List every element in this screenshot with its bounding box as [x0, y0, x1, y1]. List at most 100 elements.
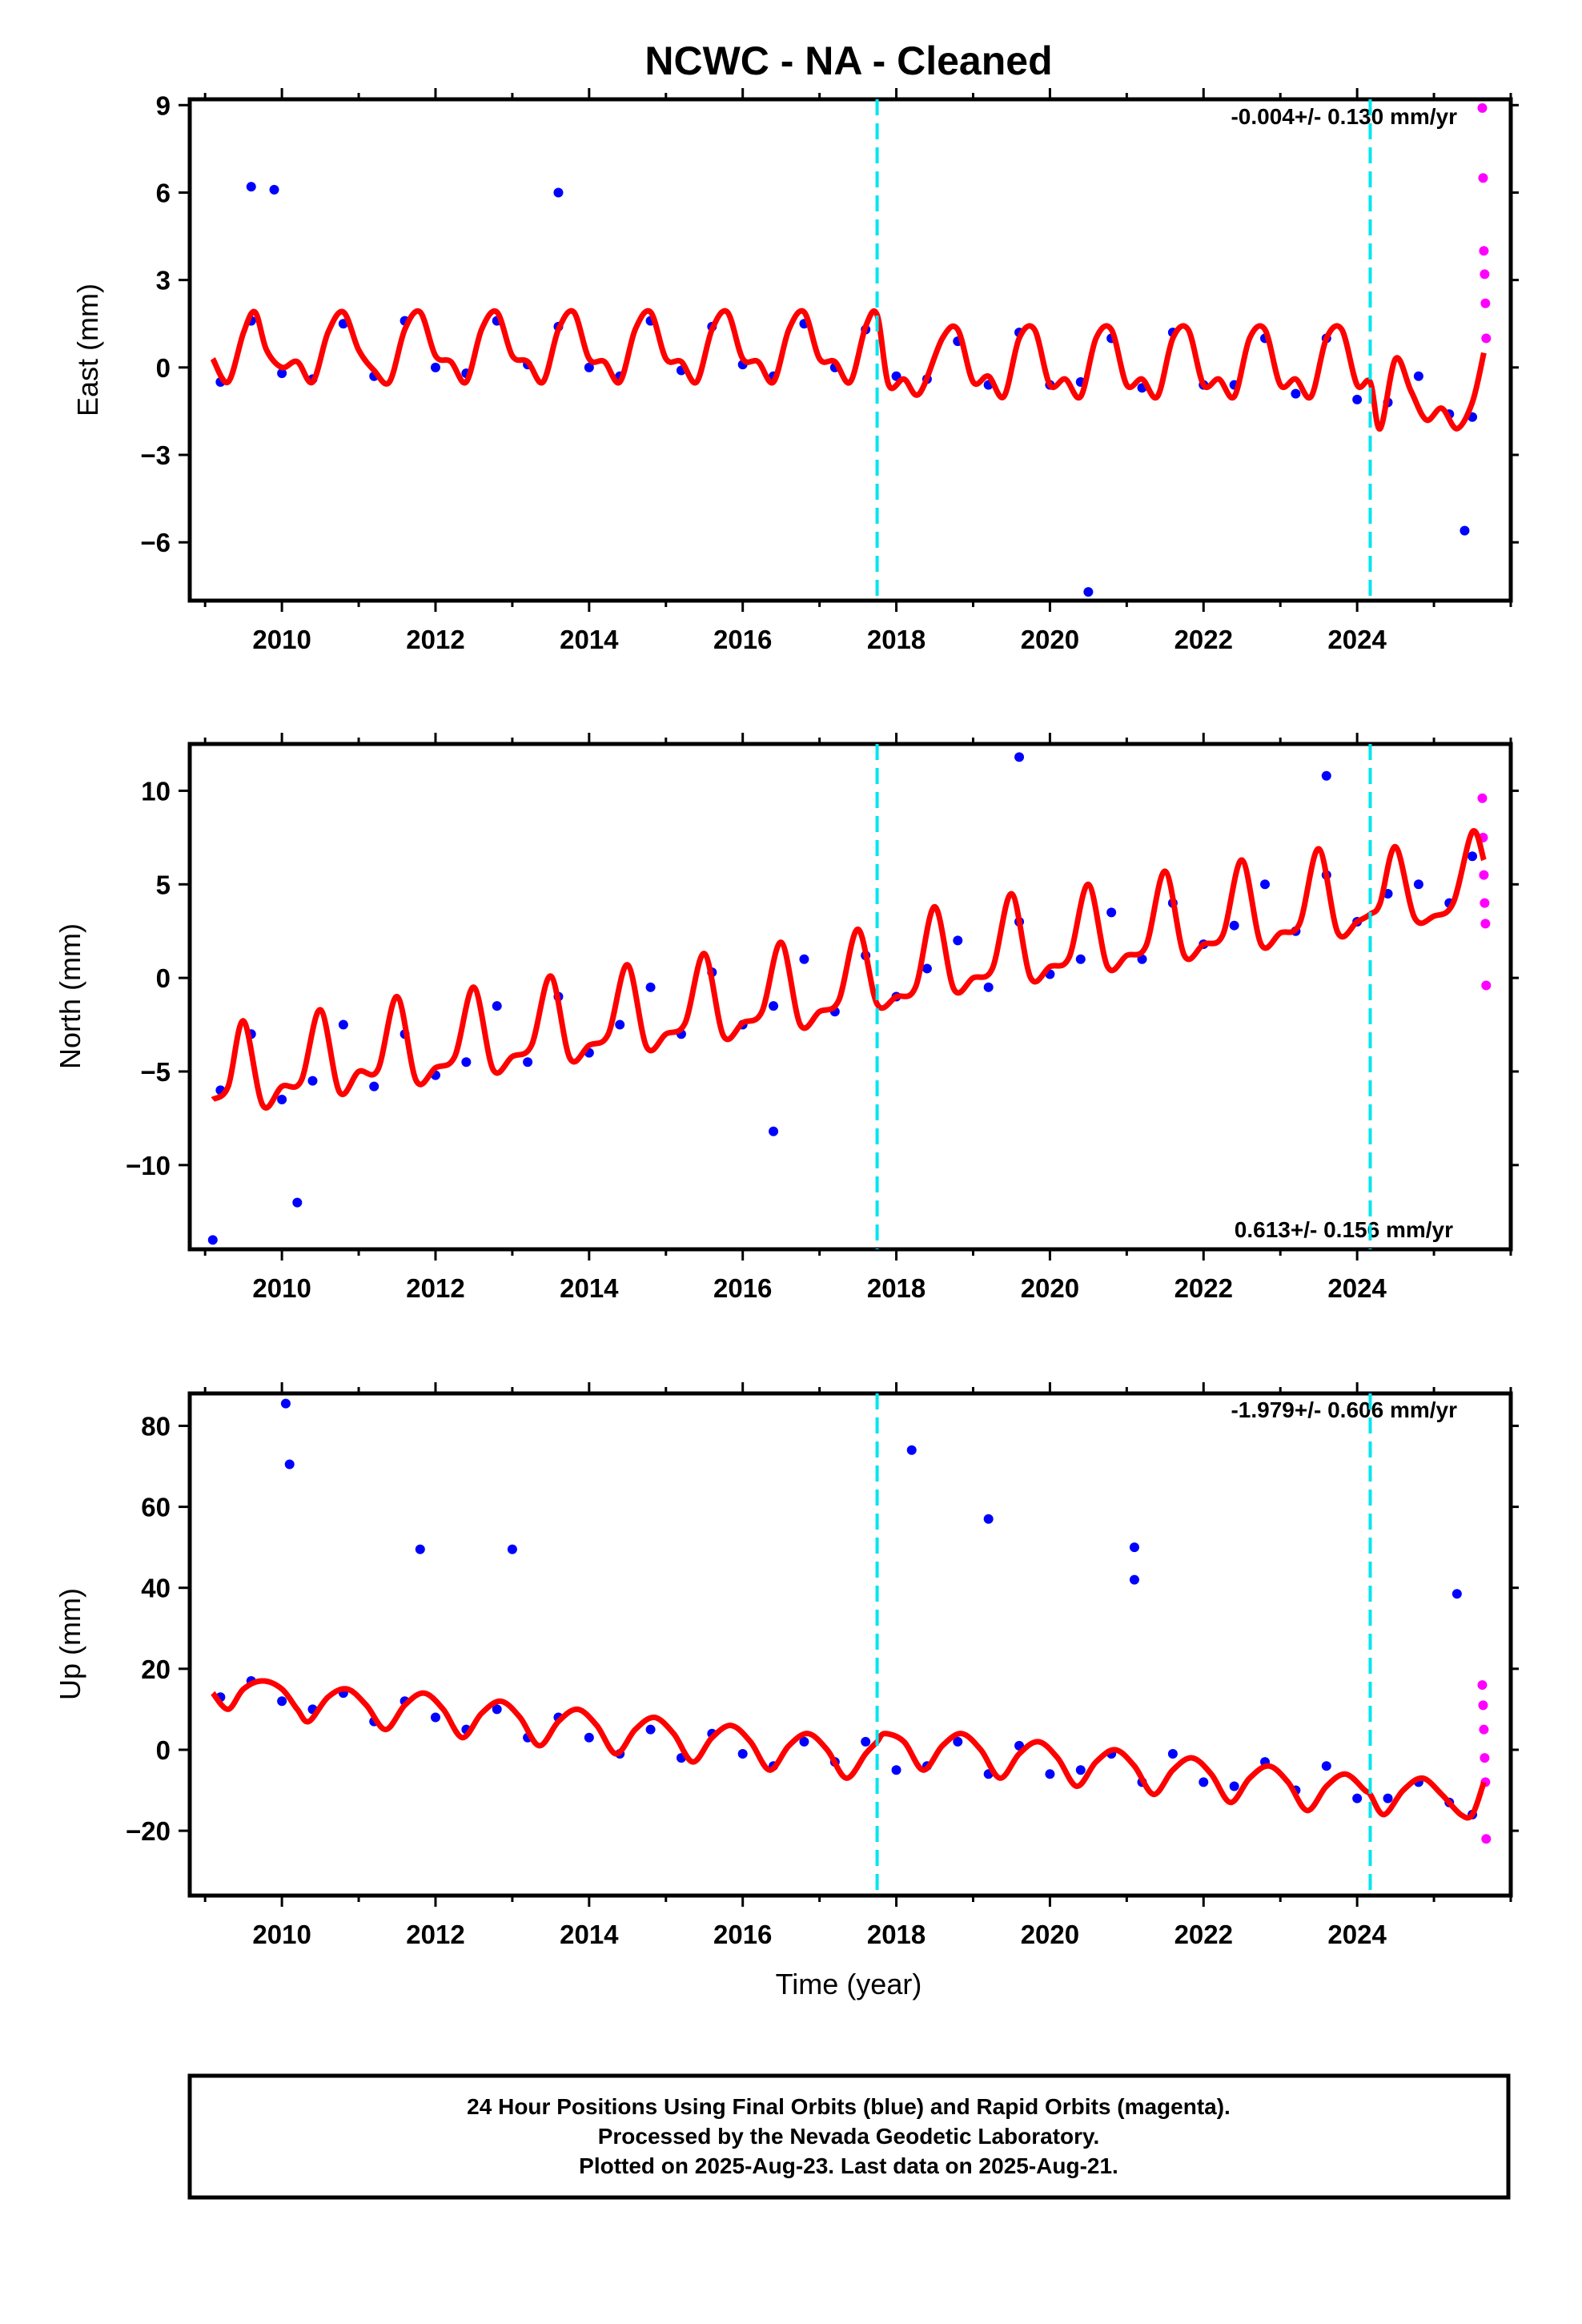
north-rapid-point — [1480, 919, 1491, 929]
east-outlier-point — [553, 187, 564, 198]
east-x-tick-label: 2016 — [713, 625, 772, 654]
up-plot-frame — [187, 1391, 1513, 1898]
north-rapid-point — [1479, 870, 1489, 880]
east-outlier-point — [269, 184, 279, 195]
east-y-axis-label: East (mm) — [71, 283, 104, 416]
north-final-point — [921, 963, 932, 974]
up-y-tick-label: 80 — [141, 1411, 171, 1441]
up-final-point — [277, 1696, 287, 1707]
east-rapid-point — [1481, 333, 1492, 344]
north-final-point — [369, 1081, 379, 1092]
up-final-point — [1321, 1761, 1331, 1771]
north-y-axis-label: North (mm) — [54, 923, 86, 1069]
east-plot-frame — [187, 97, 1513, 603]
east-x-tick-label: 2024 — [1327, 625, 1387, 654]
north-y-tick-label: 5 — [156, 870, 171, 899]
footer-frame — [187, 2073, 1511, 2200]
north-final-point — [769, 1001, 779, 1011]
up-x-tick-label: 2012 — [406, 1920, 464, 1949]
east-final-point — [1291, 388, 1301, 399]
north-outlier-point — [292, 1197, 303, 1208]
up-model-curve — [211, 1678, 1487, 1821]
east-final-point — [277, 368, 287, 379]
north-final-point — [1106, 907, 1117, 918]
up-final-point — [1167, 1749, 1178, 1759]
north-final-point — [645, 982, 656, 992]
east-x-tick-label: 2022 — [1174, 625, 1233, 654]
up-final-point — [430, 1712, 440, 1723]
up-x-tick-label: 2014 — [560, 1920, 619, 1949]
north-y-ticks: 10 5 0 −5 −10 — [126, 776, 1519, 1180]
north-final-point — [615, 1019, 625, 1030]
north-final-point — [1075, 954, 1086, 964]
up-outlier-point — [906, 1445, 917, 1455]
up-rapid-point — [1478, 1700, 1488, 1711]
north-final-point — [523, 1057, 533, 1068]
east-rapid-point — [1477, 103, 1488, 113]
north-y-tick-label: −10 — [126, 1151, 171, 1180]
up-y-tick-label: 40 — [141, 1574, 171, 1603]
north-x-tick-label: 2018 — [867, 1273, 926, 1303]
up-outlier-point — [1129, 1574, 1139, 1585]
east-y-ticks: 9 6 3 0 −3 −6 — [140, 90, 1519, 557]
east-model-curve — [210, 308, 1487, 432]
east-equipment-change-lines — [875, 99, 1372, 601]
north-equipment-change-lines — [875, 744, 1372, 1249]
east-x-ticks: 2010 2012 2014 2016 2018 2020 2022 2024 — [203, 88, 1512, 654]
x-axis-label: Time (year) — [776, 1968, 922, 2000]
east-outlier-point — [1460, 525, 1470, 536]
east-outlier-point — [246, 182, 256, 192]
north-final-point — [953, 935, 963, 946]
north-x-tick-label: 2024 — [1327, 1273, 1387, 1303]
north-panel: North (mm) 0.613+/- 0.156 mm/yr 10 5 0 −5 −1… — [54, 733, 1519, 1303]
up-x-tick-label: 2024 — [1327, 1920, 1387, 1949]
north-x-tick-label: 2016 — [713, 1273, 772, 1303]
up-x-ticks: 2010 2012 2014 2016 2018 2020 2022 2024 — [203, 1382, 1512, 1949]
north-final-point — [799, 954, 809, 964]
north-outlier-point — [207, 1235, 218, 1245]
north-final-point — [461, 1057, 472, 1068]
up-final-point — [953, 1736, 963, 1747]
east-final-point — [430, 362, 440, 372]
up-final-point — [1075, 1765, 1086, 1775]
east-model-line — [210, 308, 1487, 432]
up-final-point — [584, 1732, 594, 1743]
up-final-point — [645, 1724, 656, 1735]
north-y-tick-label: 10 — [141, 776, 171, 806]
north-final-point — [338, 1019, 348, 1030]
up-final-point — [1352, 1793, 1363, 1803]
east-x-tick-label: 2020 — [1021, 625, 1079, 654]
up-outlier-point — [1129, 1542, 1139, 1553]
north-x-tick-label: 2022 — [1174, 1273, 1233, 1303]
up-equipment-change-lines — [875, 1393, 1372, 1896]
up-rapid-point — [1480, 1753, 1490, 1763]
north-x-ticks: 2010 2012 2014 2016 2018 2020 2022 2024 — [203, 733, 1512, 1303]
north-y-tick-label: −5 — [140, 1057, 171, 1087]
north-rapid-point — [1481, 980, 1492, 991]
north-plot-frame — [187, 742, 1513, 1252]
north-model-curve — [211, 828, 1487, 1111]
footer-box: 24 Hour Positions Using Final Orbits (bl… — [187, 2073, 1511, 2200]
up-y-ticks: 80 60 40 20 0 −20 — [126, 1411, 1519, 1846]
up-y-tick-label: 60 — [141, 1493, 171, 1522]
up-y-tick-label: 20 — [141, 1655, 171, 1684]
up-final-point — [1199, 1777, 1209, 1787]
north-rate-label: 0.613+/- 0.156 mm/yr — [1235, 1217, 1453, 1242]
up-rate-label: -1.979+/- 0.606 mm/yr — [1231, 1397, 1457, 1422]
east-rapid-point — [1480, 298, 1491, 308]
north-model-line — [211, 828, 1487, 1111]
north-final-point — [1413, 879, 1423, 890]
up-final-point — [1045, 1769, 1055, 1779]
north-final-point — [1260, 879, 1271, 890]
up-outlier-point — [415, 1544, 425, 1554]
up-final-point — [737, 1749, 748, 1759]
up-rapid-point — [1477, 1680, 1488, 1691]
east-x-tick-label: 2018 — [867, 625, 926, 654]
up-x-tick-label: 2018 — [867, 1920, 926, 1949]
up-y-axis-label: Up (mm) — [54, 1588, 86, 1700]
east-panel: East (mm) -0.004+/- 0.130 mm/yr 9 6 3 0 −3 −6… — [71, 88, 1519, 654]
up-model-line — [211, 1678, 1487, 1821]
up-outlier-point — [1452, 1589, 1462, 1599]
up-final-point — [1229, 1781, 1239, 1791]
